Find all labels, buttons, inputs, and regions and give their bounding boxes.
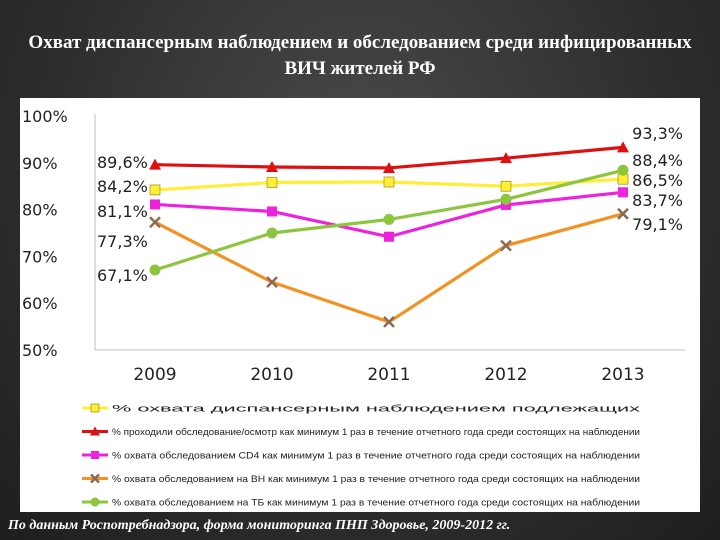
data-point xyxy=(618,187,628,198)
data-point xyxy=(500,180,512,192)
data-label: 89,6% xyxy=(97,153,148,172)
data-point xyxy=(617,207,629,220)
data-label: 77,3% xyxy=(97,232,148,251)
legend-swatch-marker xyxy=(90,403,100,413)
data-label: 79,1% xyxy=(632,215,683,234)
data-label: 93,3% xyxy=(632,124,683,143)
data-point xyxy=(383,213,395,225)
x-tick-label: 2009 xyxy=(133,365,176,385)
x-axis: 2009 2010 2011 2012 2013 xyxy=(95,349,685,385)
legend-entry: % охвата диспансерным наблюдением подлеж… xyxy=(112,404,641,414)
legend-swatch-marker xyxy=(90,497,100,507)
data-point xyxy=(383,316,395,328)
series-markers xyxy=(149,141,629,328)
y-tick-label: 50% xyxy=(22,341,58,360)
data-point xyxy=(266,227,278,239)
x-tick-label: 2013 xyxy=(601,365,644,385)
data-label: 86,5% xyxy=(632,171,683,190)
data-labels: 89,6% 84,2% 81,1% 77,3% 67,1% 93,3% 88,4%86,5%… xyxy=(97,124,683,285)
data-label: 67,1% xyxy=(97,266,148,285)
line-chart: 50% 60% 70% 80% 90% 100% 2009 2010 2011 2012 2013… xyxy=(22,107,685,508)
legend-swatch-marker xyxy=(91,451,99,459)
data-point xyxy=(266,276,278,289)
y-tick-label: 80% xyxy=(22,201,58,220)
legend: % охвата диспансерным наблюдением подлеж… xyxy=(82,404,641,508)
data-point xyxy=(266,177,278,188)
data-point xyxy=(150,199,160,210)
x-tick-label: 2010 xyxy=(250,365,293,385)
legend-swatch-marker xyxy=(90,473,100,484)
legend-entry: % охвата обследованием CD4 как минимум 1… xyxy=(112,451,640,461)
data-point xyxy=(267,206,277,217)
data-point xyxy=(500,239,512,252)
y-tick-label: 60% xyxy=(22,294,58,313)
slide-title: Охват диспансерным наблюдением и обследо… xyxy=(28,32,692,79)
y-tick-label: 70% xyxy=(22,247,58,266)
data-point xyxy=(149,264,161,276)
data-label: 81,1% xyxy=(97,202,148,221)
legend-entry: % проходили обследование/осмотр как мини… xyxy=(112,427,640,437)
series-line-4 xyxy=(154,212,624,324)
data-point xyxy=(149,158,161,170)
data-point xyxy=(500,152,512,164)
data-point xyxy=(501,199,511,210)
y-tick-label: 90% xyxy=(22,154,58,173)
data-point xyxy=(149,184,161,196)
legend-swatch-marker xyxy=(90,426,100,436)
data-point xyxy=(383,176,395,188)
source-footer: По данным Роспотребнадзора, форма монито… xyxy=(8,518,511,533)
data-point xyxy=(617,141,629,153)
data-point xyxy=(149,216,161,229)
data-label: 88,4% xyxy=(632,151,683,170)
y-tick-label: 100% xyxy=(22,107,68,126)
data-point xyxy=(383,161,395,173)
x-tick-label: 2011 xyxy=(367,365,410,385)
data-point xyxy=(266,161,278,173)
data-label: 83,7% xyxy=(632,191,683,210)
data-point xyxy=(500,193,512,205)
data-label: 84,2% xyxy=(97,177,148,196)
legend-entry: % охвата обследованием на ТБ как минимум… xyxy=(112,498,640,508)
x-tick-label: 2012 xyxy=(484,365,527,385)
data-point xyxy=(617,164,629,176)
y-axis: 50% 60% 70% 80% 90% 100% xyxy=(22,107,96,360)
legend-entry: % охвата обследованием на ВН как минимум… xyxy=(112,474,640,484)
data-point xyxy=(384,231,394,242)
